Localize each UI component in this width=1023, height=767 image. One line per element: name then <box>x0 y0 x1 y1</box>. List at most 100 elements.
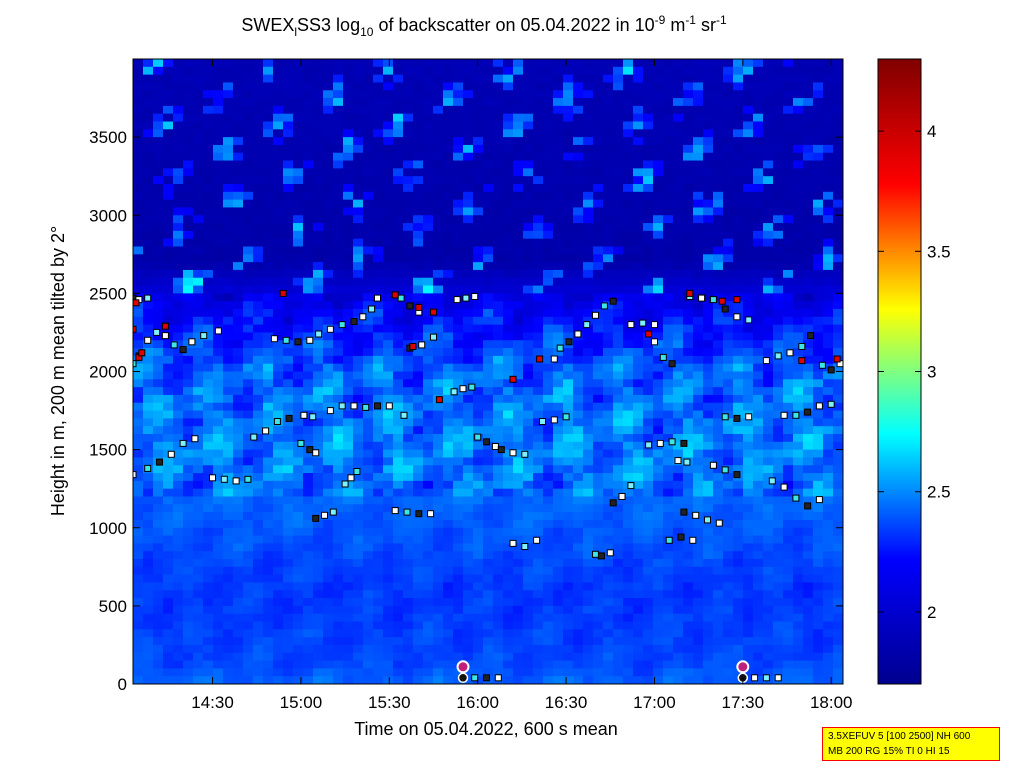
heatmap-cell <box>273 488 284 498</box>
heatmap-cell <box>703 527 714 537</box>
heatmap-cell <box>783 394 794 404</box>
heatmap-cell <box>613 551 624 560</box>
heatmap-cell <box>633 355 644 365</box>
heatmap-cell <box>393 113 404 123</box>
heatmap-cell <box>613 598 624 607</box>
heatmap-cell <box>243 387 254 396</box>
heatmap-cell <box>283 418 294 427</box>
heatmap-cell <box>693 301 704 310</box>
heatmap-cell <box>253 449 264 459</box>
heatmap-cell <box>583 105 594 115</box>
heatmap-cell <box>813 98 824 107</box>
heatmap-cell <box>473 402 484 412</box>
heatmap-cell <box>823 223 834 232</box>
heatmap-cell <box>543 207 554 216</box>
heatmap-cell <box>673 199 684 209</box>
heatmap-cell <box>183 519 194 529</box>
heatmap-cell <box>323 426 334 435</box>
heatmap-cell <box>803 535 814 544</box>
heatmap-cell <box>203 59 214 68</box>
heatmap-cell <box>603 191 614 201</box>
heatmap-cell <box>323 137 334 146</box>
heatmap-cell <box>793 574 804 584</box>
heatmap-cell <box>483 418 494 427</box>
heatmap-cell <box>273 394 284 404</box>
heatmap-cell <box>823 340 834 349</box>
heatmap-cell <box>423 238 434 248</box>
heatmap-cell <box>383 301 394 310</box>
heatmap-cell <box>463 543 474 552</box>
heatmap-cell <box>743 230 754 240</box>
heatmap-cell <box>523 168 534 177</box>
heatmap-cell <box>253 160 264 169</box>
heatmap-cell <box>373 215 384 224</box>
heatmap-cell <box>763 402 774 412</box>
heatmap-cell <box>263 207 274 216</box>
heatmap-cell <box>533 418 544 427</box>
heatmap-cell <box>663 144 674 154</box>
heatmap-cell <box>633 184 644 193</box>
heatmap-cell <box>193 457 204 466</box>
heatmap-cell <box>613 246 624 255</box>
heatmap-cell <box>513 566 524 576</box>
heatmap-cell <box>243 262 254 271</box>
heatmap-cell <box>473 254 484 263</box>
heatmap-cell <box>273 519 284 529</box>
heatmap-cell <box>133 363 144 373</box>
heatmap-cell <box>633 199 644 209</box>
heatmap-cell <box>783 207 794 216</box>
heatmap-cell <box>603 238 614 248</box>
heatmap-cell <box>163 144 174 154</box>
heatmap-cell <box>433 246 444 255</box>
heatmap-cell <box>553 387 564 396</box>
heatmap-cell <box>463 363 474 373</box>
heatmap-cell <box>783 527 794 537</box>
heatmap-cell <box>393 590 404 599</box>
heatmap-cell <box>773 402 784 412</box>
heatmap-cell <box>513 105 524 115</box>
heatmap-cell <box>753 551 764 560</box>
heatmap-cell <box>503 215 514 224</box>
heatmap-cell <box>243 480 254 490</box>
heatmap-cell <box>273 223 284 232</box>
heatmap-cell <box>553 574 564 584</box>
heatmap-cell <box>233 418 244 427</box>
heatmap-cell <box>813 207 824 216</box>
heatmap-cell <box>363 309 374 318</box>
heatmap-cell <box>633 269 644 279</box>
heatmap-cell <box>333 504 344 513</box>
heatmap-cell <box>593 418 604 427</box>
heatmap-cell <box>253 285 264 294</box>
heatmap-cell <box>323 465 334 474</box>
heatmap-cell <box>133 473 144 482</box>
heatmap-cell <box>293 402 304 412</box>
heatmap-cell <box>323 207 334 216</box>
heatmap-cell <box>693 559 704 568</box>
heatmap-cell <box>263 355 274 365</box>
heatmap-cell <box>703 519 714 529</box>
heatmap-cell <box>273 566 284 576</box>
heatmap-cell <box>803 215 814 224</box>
heatmap-cell <box>623 559 634 568</box>
heatmap-cell <box>163 457 174 466</box>
heatmap-cell <box>603 74 614 84</box>
heatmap-cell <box>573 301 584 310</box>
heatmap-cell <box>663 293 674 302</box>
heatmap-cell <box>133 105 144 115</box>
heatmap-cell <box>643 160 654 169</box>
heatmap-cell <box>803 293 814 302</box>
heatmap-cell <box>413 355 424 365</box>
heatmap-cell <box>563 363 574 373</box>
heatmap-cell <box>683 254 694 263</box>
heatmap-cell <box>433 137 444 146</box>
heatmap-cell <box>773 293 784 302</box>
heatmap-cell <box>383 285 394 294</box>
heatmap-cell <box>813 293 824 302</box>
heatmap-cell <box>743 394 754 404</box>
heatmap-cell <box>603 105 614 115</box>
heatmap-cell <box>233 324 244 334</box>
heatmap-cell <box>373 113 384 123</box>
heatmap-cell <box>303 66 314 76</box>
heatmap-cell <box>303 441 314 451</box>
heatmap-cell <box>563 262 574 271</box>
